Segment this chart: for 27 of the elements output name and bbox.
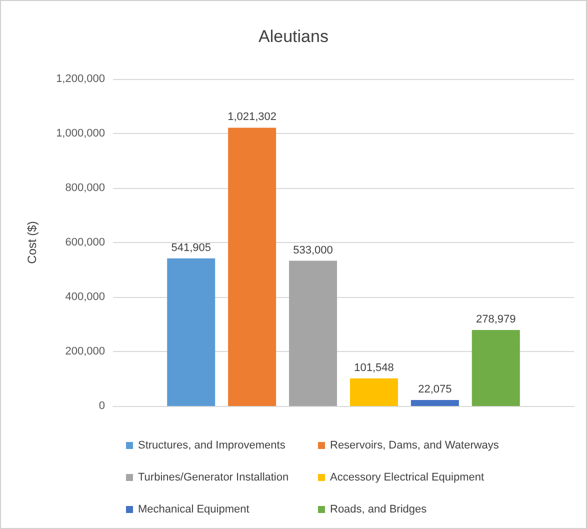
legend-label: Turbines/Generator Installation <box>138 472 289 484</box>
y-tick-label: 400,000 <box>65 291 105 303</box>
bar <box>289 260 338 406</box>
y-tick-label: 600,000 <box>65 236 105 248</box>
bar <box>167 258 216 406</box>
data-label: 101,548 <box>354 362 394 374</box>
y-tick-label: 200,000 <box>65 346 105 358</box>
y-tick-label: 0 <box>98 400 105 412</box>
legend-label: Roads, and Bridges <box>330 504 428 516</box>
data-label: 22,075 <box>418 383 452 396</box>
bar <box>472 330 520 406</box>
legend-label: Mechanical Equipment <box>138 504 250 516</box>
legend-label: Structures, and Improvements <box>138 440 286 452</box>
bar <box>410 400 459 406</box>
data-label: 533,000 <box>293 244 333 256</box>
bar <box>350 378 398 406</box>
legend-label: Accessory Electrical Equipment <box>330 472 484 484</box>
data-label: 278,979 <box>476 313 516 326</box>
y-tick-label: 800,000 <box>65 182 105 194</box>
y-tick-label: 1,200,000 <box>56 73 105 85</box>
data-label: 1,021,302 <box>228 111 277 124</box>
chart-title: Aleutians <box>258 27 328 46</box>
y-axis-title: Cost ($) <box>25 221 39 264</box>
data-label: 541,905 <box>171 242 211 254</box>
y-tick-label: 1,000,000 <box>56 128 105 140</box>
bar <box>228 128 276 406</box>
legend-label: Reservoirs, Dams, and Waterways <box>330 440 500 452</box>
